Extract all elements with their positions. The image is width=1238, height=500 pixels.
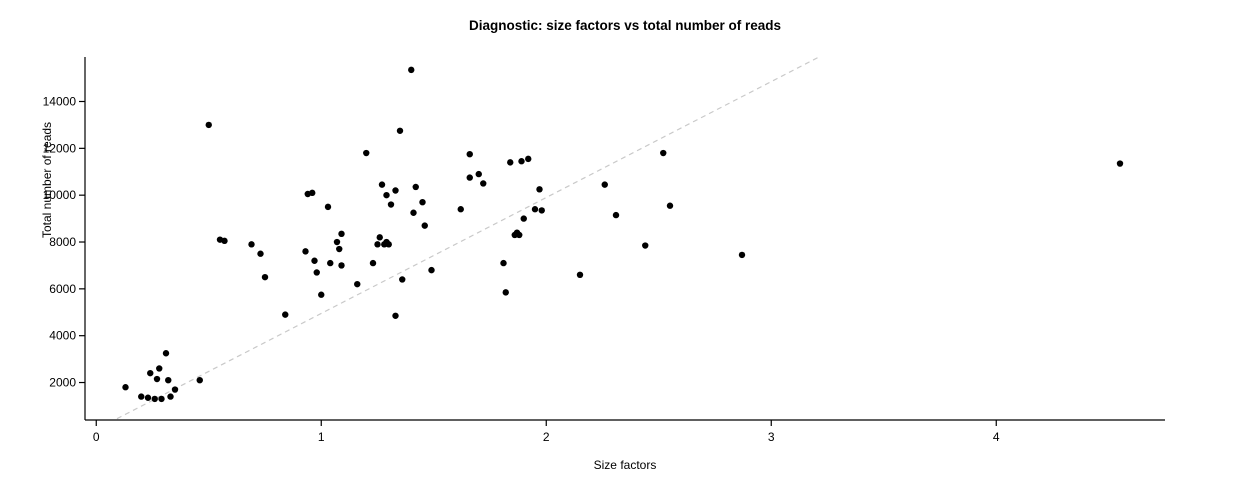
- axes: 0 1 2 3 4 2000 4000 6000 8000 10000 12000 14000: [43, 57, 1165, 444]
- data-point: [309, 189, 316, 197]
- data-point: [518, 158, 525, 165]
- data-point: [324, 203, 332, 211]
- data-point: [428, 266, 435, 274]
- data-point: [410, 209, 417, 216]
- data-point: [144, 394, 152, 401]
- x-axis-label: Size factors: [593, 458, 657, 472]
- data-point: [536, 186, 543, 193]
- data-point: [601, 181, 608, 188]
- data-point: [318, 291, 325, 298]
- data-point: [376, 234, 383, 241]
- y-tick-label: 10000: [43, 188, 77, 202]
- data-point: [205, 121, 212, 129]
- data-point: [313, 269, 320, 276]
- y-tick-label: 4000: [49, 329, 76, 343]
- data-point: [408, 66, 415, 74]
- data-point: [302, 248, 309, 255]
- data-point: [338, 262, 345, 269]
- data-point: [1116, 160, 1124, 167]
- x-tick-label: 3: [768, 430, 775, 444]
- x-tick-label: 0: [93, 430, 100, 444]
- data-point: [500, 259, 507, 267]
- y-tick-label: 2000: [49, 376, 76, 390]
- data-point: [156, 365, 163, 372]
- data-point: [502, 289, 509, 296]
- data-point: [167, 393, 174, 400]
- data-point: [419, 199, 426, 206]
- data-point: [369, 259, 377, 267]
- data-point: [257, 250, 264, 257]
- data-point: [399, 276, 406, 283]
- data-point: [738, 251, 746, 259]
- data-point: [354, 280, 361, 288]
- data-point: [412, 183, 419, 191]
- chart-title: Diagnostic: size factors vs total number…: [468, 18, 782, 33]
- data-point: [480, 180, 487, 187]
- data-point: [333, 238, 341, 246]
- x-tick-label: 1: [318, 430, 325, 444]
- data-point: [147, 369, 154, 377]
- data-point: [576, 271, 584, 278]
- data-point: [383, 191, 390, 199]
- data-point: [475, 170, 482, 178]
- data-point: [261, 273, 269, 281]
- data-point: [612, 211, 620, 219]
- data-point: [387, 201, 395, 208]
- data-point: [196, 376, 203, 384]
- data-point: [282, 311, 289, 318]
- data-point: [138, 393, 145, 400]
- trend-line: [113, 57, 821, 420]
- data-point: [221, 237, 228, 245]
- data-point: [363, 149, 370, 157]
- data-point: [151, 395, 158, 403]
- data-point: [531, 206, 539, 213]
- data-point: [336, 245, 343, 253]
- x-tick-label: 2: [543, 430, 550, 444]
- data-point: [525, 155, 532, 163]
- data-point: [311, 257, 318, 264]
- data-point: [457, 206, 464, 213]
- data-point: [392, 312, 399, 319]
- data-point: [396, 127, 404, 134]
- data-point: [385, 241, 392, 248]
- y-tick-label: 14000: [43, 94, 77, 108]
- data-point: [421, 222, 428, 229]
- data-point: [162, 350, 170, 357]
- data-point: [507, 159, 514, 166]
- data-point: [378, 181, 386, 188]
- data-point: [248, 241, 255, 248]
- data-point: [327, 259, 334, 267]
- data-point: [158, 395, 165, 403]
- y-tick-label: 6000: [49, 282, 76, 296]
- y-tick-label: 8000: [49, 235, 76, 249]
- data-point: [520, 215, 527, 222]
- data-point: [338, 230, 345, 238]
- data-point: [171, 386, 179, 393]
- data-points: [122, 66, 1124, 403]
- data-point: [642, 242, 649, 249]
- data-point: [538, 207, 545, 214]
- data-point: [660, 149, 667, 157]
- data-point: [374, 241, 381, 248]
- y-tick-label: 12000: [43, 141, 77, 155]
- data-point: [666, 202, 674, 209]
- data-point: [466, 150, 473, 158]
- x-tick-label: 4: [993, 430, 1000, 444]
- data-point: [392, 187, 399, 194]
- data-point: [153, 375, 161, 383]
- data-point: [122, 384, 129, 391]
- data-point: [516, 231, 523, 239]
- data-point: [165, 376, 172, 384]
- data-point: [466, 174, 473, 181]
